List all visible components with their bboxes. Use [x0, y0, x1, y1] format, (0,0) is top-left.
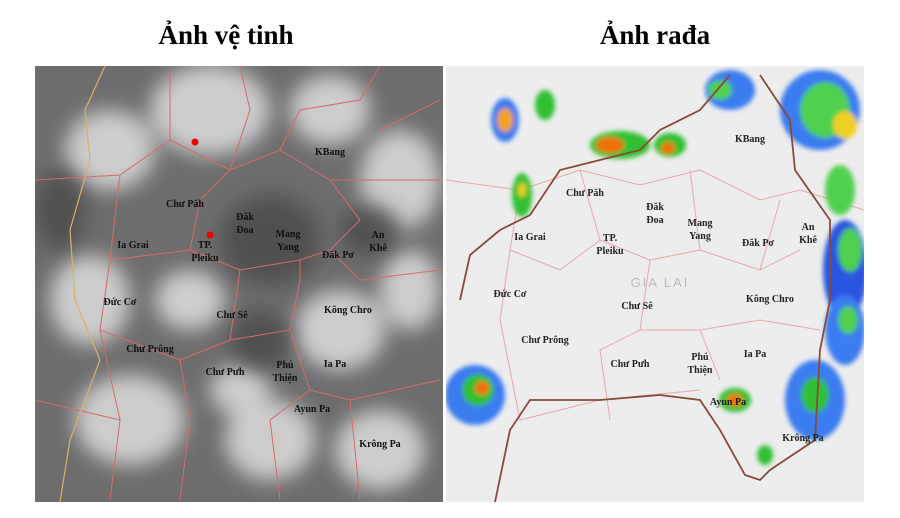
place-label: KBang [315, 147, 345, 158]
place-label: An [802, 222, 815, 233]
place-label: Đức Cơ [494, 289, 527, 300]
place-label: Chư Pưh [611, 359, 650, 370]
place-label: Ayun Pa [710, 397, 746, 408]
place-label: Ia Grai [514, 232, 546, 243]
place-label: Pleiku [596, 246, 624, 257]
place-label: Khê [799, 235, 817, 246]
place-label: Ia Pa [744, 349, 767, 360]
place-label: An [372, 230, 385, 241]
place-label: Đăk Pơ [322, 250, 354, 261]
place-label: Ia Pa [324, 359, 347, 370]
place-label: Kông Chro [746, 294, 794, 305]
place-label: Yang [689, 231, 711, 242]
radar-map: GIA LAI KBang Chư Păh Đăk Đoa Ia Grai TP. Plei… [446, 66, 864, 502]
place-label: Đức Cơ [104, 297, 137, 308]
marker [191, 138, 199, 146]
place-label: Chư Păh [566, 188, 604, 199]
place-label: Chư Sê [621, 301, 653, 312]
place-label: Đoa [646, 215, 663, 226]
place-label: KBang [735, 134, 765, 145]
place-label: TP. [603, 233, 618, 244]
place-label: Pleiku [191, 253, 219, 264]
place-label: Krông Pa [782, 433, 823, 444]
place-label: Khê [369, 243, 387, 254]
place-label: Đoa [236, 225, 253, 236]
place-label: Yang [277, 242, 299, 253]
satellite-map: KBang Chư Păh Đăk Đoa Ia Grai TP. Pleiku Mang Ya… [35, 66, 443, 502]
place-label: Đăk Pơ [742, 238, 774, 249]
place-label: Chư Prông [126, 344, 173, 355]
place-label: Chư Prông [521, 335, 568, 346]
place-label: Ayun Pa [294, 404, 330, 415]
place-label: Ia Grai [117, 240, 149, 251]
place-label: Chư Sê [216, 310, 248, 321]
radar-title: Ảnh rađa [600, 20, 711, 50]
place-label: Krông Pa [359, 439, 400, 450]
place-label: Mang [276, 229, 301, 240]
place-label: Thiện [687, 365, 712, 376]
place-label: TP. [198, 240, 213, 251]
marker [206, 231, 214, 239]
place-label: Đăk [236, 212, 254, 223]
place-label: Phú [691, 352, 709, 363]
place-label: Kông Chro [324, 305, 372, 316]
place-label: Đăk [646, 202, 664, 213]
place-label: Chư Păh [166, 199, 204, 210]
place-label: Thiện [272, 373, 297, 384]
place-label: Mang [688, 218, 713, 229]
region-label: GIA LAI [631, 275, 690, 290]
place-label: Chư Pưh [206, 367, 245, 378]
place-label: Phú [276, 360, 294, 371]
satellite-title: Ảnh vệ tinh [158, 20, 293, 50]
